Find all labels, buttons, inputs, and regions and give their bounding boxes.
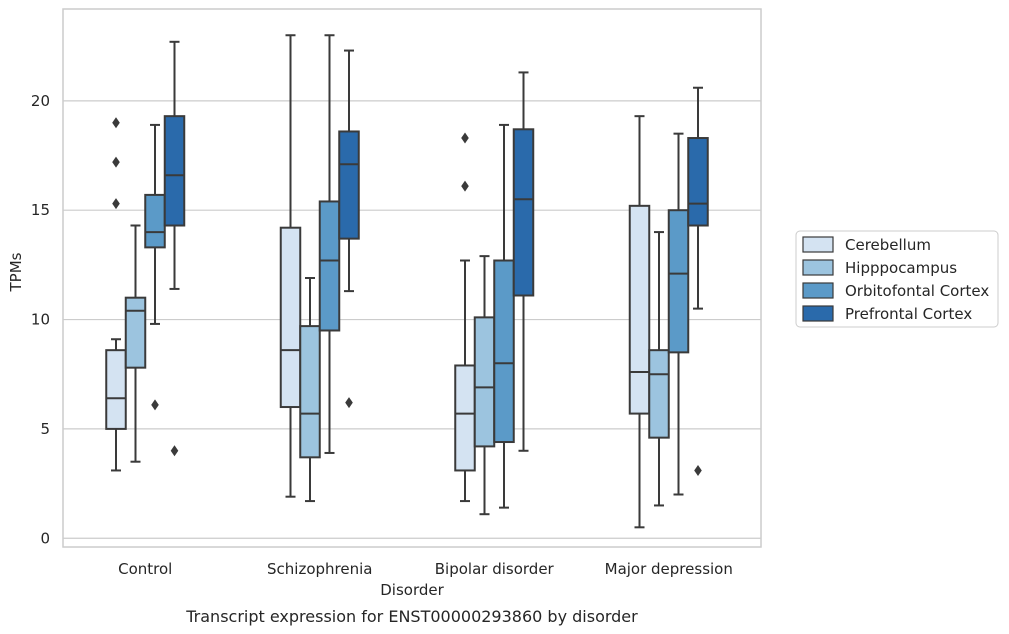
series-group [105,34,651,529]
outlier-point [170,445,179,457]
x-axis-label: Disorder [380,581,444,599]
x-tick-label: Bipolar disorder [435,560,555,578]
box-element [124,224,147,463]
box-iqr [648,349,670,439]
x-tick-label: Schizophrenia [267,560,372,578]
legend-label: Prefrontal Cortex [845,305,972,323]
outlier-point [461,180,469,192]
legend-swatch [802,282,834,299]
box-iqr [338,130,360,240]
chart-caption: Transcript expression for ENST0000029386… [185,607,638,626]
box-iqr [512,128,535,297]
box-element [493,123,515,509]
y-tick-label: 0 [40,529,50,547]
y-axis-label: TPMs [7,252,25,292]
outlier-point [151,399,159,411]
box-iqr [667,209,690,354]
series-group [124,224,670,516]
series-group [163,40,709,476]
legend-label: Hipppocampus [845,259,957,277]
y-tick-label: 5 [40,420,50,438]
legend-label: Cerebellum [845,236,931,254]
box-iqr [105,349,127,430]
legend-swatch [802,236,834,253]
box-element [454,132,476,503]
outlier-point [345,397,353,409]
legend-swatch [802,259,834,276]
box-iqr [299,325,321,459]
box-element [473,255,496,516]
box-element [105,117,127,472]
outlier-point [694,464,702,476]
box-iqr [473,316,496,448]
box-element [163,40,186,457]
legend-label: Orbitofontal Cortex [845,282,989,300]
box-element [144,123,166,411]
tick-labels: 0 5 10 15 20 Control Schizophrenia Bipolar diso… [31,92,733,578]
x-tick-label: Control [118,560,172,578]
series-group [144,34,690,509]
box-iqr [163,115,186,227]
y-tick-label: 15 [31,201,50,219]
y-tick-label: 10 [31,311,50,329]
box-iqr [687,137,709,227]
box-iqr [628,204,651,415]
box-element [512,71,535,452]
box-iqr [454,364,476,472]
box-iqr [493,259,515,444]
box-element [318,34,341,454]
plot-frame [62,8,762,548]
box-element [687,86,709,476]
outlier-point [112,156,120,168]
box-iqr [279,226,302,409]
outlier-point [112,117,120,129]
outlier-point [461,132,469,144]
y-tick-label: 20 [31,92,50,110]
box-iqr [144,193,166,249]
box-element [667,132,690,496]
legend-swatch [802,305,834,322]
box-element [299,277,321,503]
legend: Cerebellum Hipppocampus Orbitofontal Corte… [795,230,999,328]
box-element [628,115,651,529]
box-element [648,231,670,507]
box-iqr [124,296,147,369]
box-element [338,49,360,409]
box-series [105,34,709,529]
box-element [279,34,302,498]
box-iqr [318,200,341,332]
legend-frame [795,230,999,328]
x-tick-label: Major depression [605,560,733,578]
outlier-point [112,198,120,210]
